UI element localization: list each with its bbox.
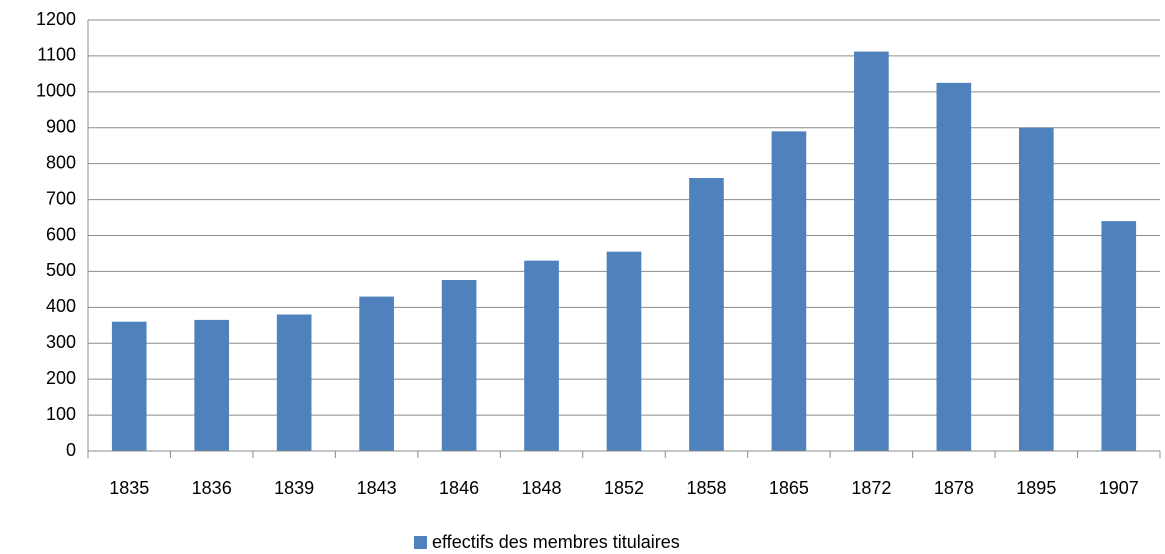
y-tick-label: 200 xyxy=(46,368,76,388)
y-tick-label: 1000 xyxy=(36,81,76,101)
y-tick-label: 1100 xyxy=(37,45,76,65)
x-tick-label: 1865 xyxy=(769,478,809,498)
x-tick-label: 1846 xyxy=(439,478,479,498)
y-tick-label: 400 xyxy=(46,296,76,316)
bar xyxy=(854,51,889,452)
x-tick-label: 1858 xyxy=(686,478,726,498)
y-tick-label: 600 xyxy=(46,224,76,244)
bar xyxy=(194,319,230,451)
bar xyxy=(1101,221,1137,451)
x-tick-label: 1852 xyxy=(604,478,644,498)
bar xyxy=(689,178,724,452)
bar xyxy=(359,296,394,451)
x-tick-label: 1839 xyxy=(274,478,314,498)
bar xyxy=(771,131,807,451)
bar xyxy=(606,251,642,451)
bar xyxy=(1018,127,1054,451)
x-tick-label: 1835 xyxy=(109,478,149,498)
y-tick-label: 500 xyxy=(46,260,76,280)
legend-label: effectifs des membres titulaires xyxy=(432,532,680,552)
x-tick-label: 1907 xyxy=(1099,478,1139,498)
x-tick-label: 1878 xyxy=(934,478,974,498)
x-tick-label: 1843 xyxy=(357,478,397,498)
x-tick-label: 1836 xyxy=(192,478,232,498)
x-tick-label: 1872 xyxy=(851,478,891,498)
y-tick-label: 100 xyxy=(46,404,76,424)
y-tick-label: 800 xyxy=(46,152,76,172)
y-tick-label: 300 xyxy=(46,332,76,352)
y-tick-label: 1200 xyxy=(36,9,76,29)
y-tick-label: 0 xyxy=(66,440,76,460)
y-tick-label: 700 xyxy=(46,188,76,208)
bar xyxy=(524,260,559,451)
bar xyxy=(936,82,972,452)
bar xyxy=(276,314,312,451)
y-tick-label: 900 xyxy=(46,117,76,137)
bar xyxy=(441,280,477,451)
x-tick-label: 1848 xyxy=(522,478,562,498)
legend-swatch xyxy=(414,536,427,549)
x-tick-label: 1895 xyxy=(1016,478,1056,498)
bar xyxy=(111,321,147,451)
